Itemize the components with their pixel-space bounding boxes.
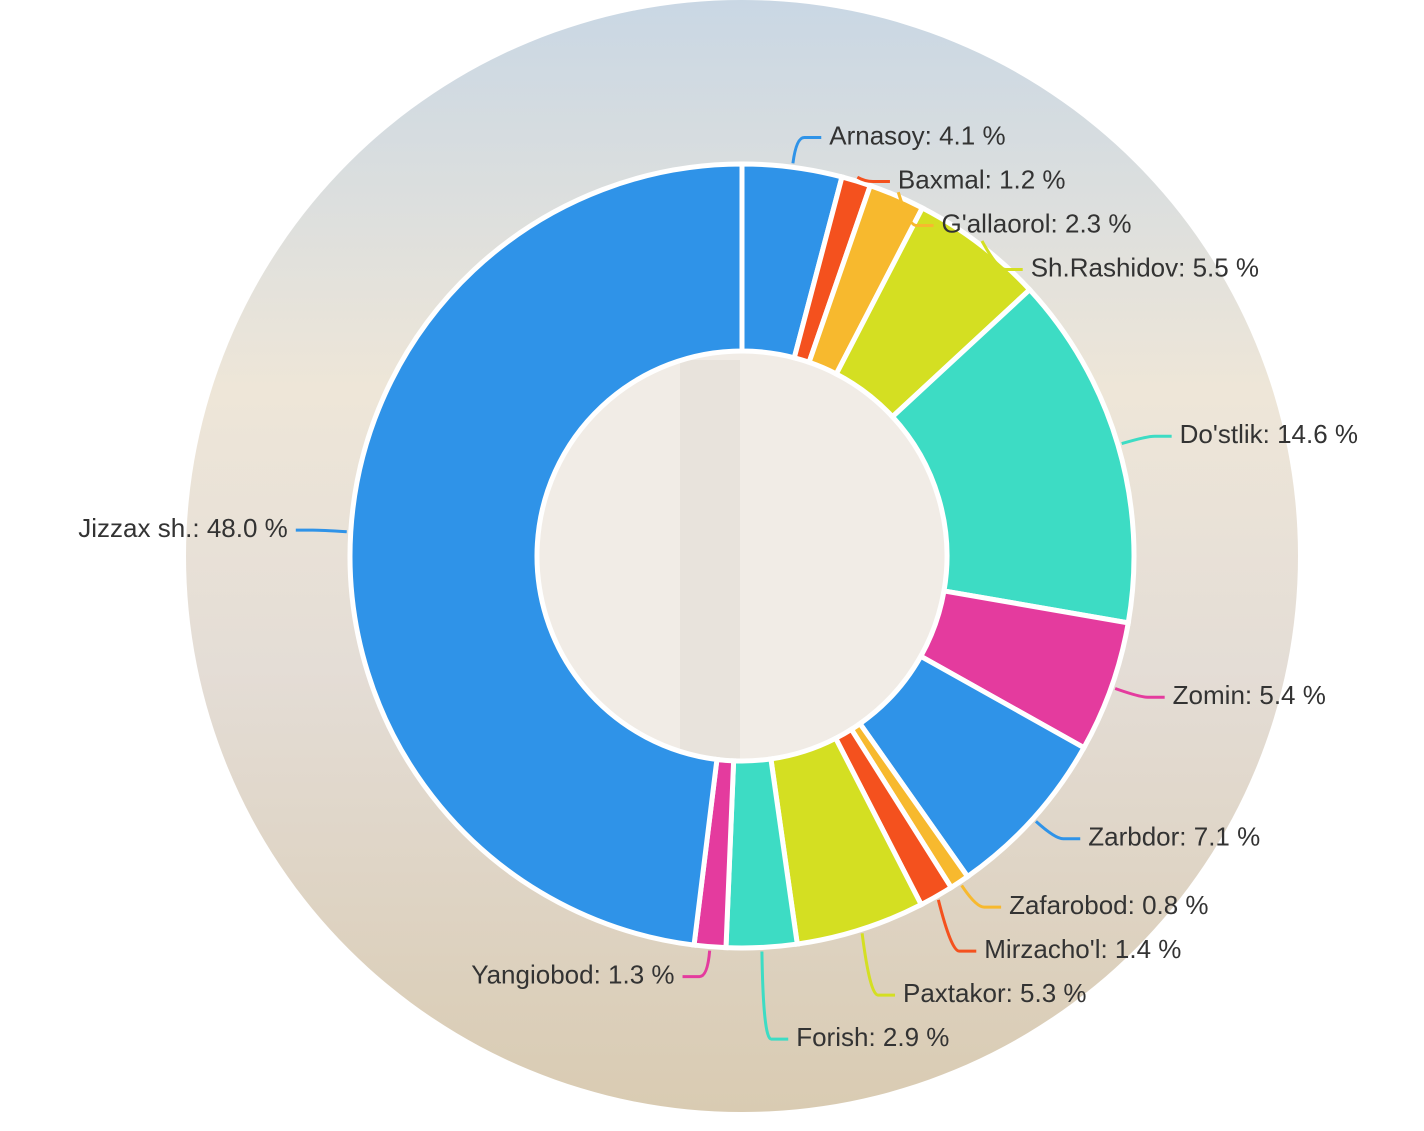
data-label: G'allaorol: 2.3 % xyxy=(942,208,1132,238)
data-label: Paxtakor: 5.3 % xyxy=(903,978,1087,1008)
data-label: Do'stlik: 14.6 % xyxy=(1180,419,1358,449)
data-label: Forish: 2.9 % xyxy=(796,1022,949,1052)
chart: Arnasoy: 4.1 % Baxmal: 1.2 % G'allaorol: 2… xyxy=(0,0,1424,1126)
data-label: Jizzax sh.: 48.0 % xyxy=(78,513,288,543)
data-label: Baxmal: 1.2 % xyxy=(898,164,1066,194)
data-label: Zarbdor: 7.1 % xyxy=(1088,822,1260,852)
leader-line xyxy=(296,530,347,532)
data-label: Mirzacho'l: 1.4 % xyxy=(984,934,1181,964)
data-label: Yangiobod: 1.3 % xyxy=(471,959,674,989)
data-label: Zomin: 5.4 % xyxy=(1173,680,1326,710)
data-label: Zafarobod: 0.8 % xyxy=(1009,890,1208,920)
tower xyxy=(680,360,740,760)
data-label: Sh.Rashidov: 5.5 % xyxy=(1031,252,1259,282)
data-label: Arnasoy: 4.1 % xyxy=(829,120,1005,150)
